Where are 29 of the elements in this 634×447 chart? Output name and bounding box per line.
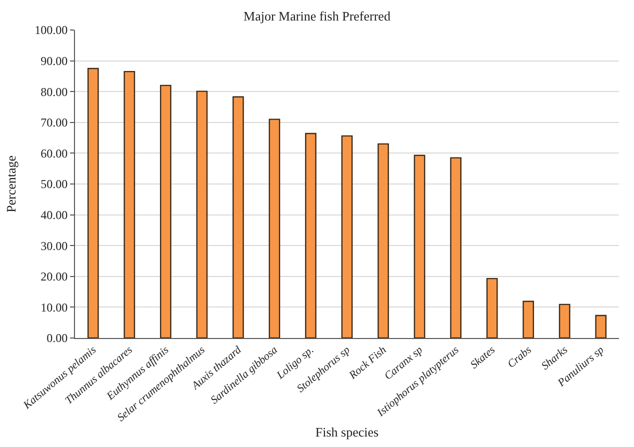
- y-tick-label: 60.00: [40, 146, 68, 160]
- bar: [558, 304, 570, 338]
- bar: [595, 314, 607, 338]
- y-tick-label: 70.00: [40, 116, 68, 130]
- y-tick-label: 30.00: [40, 238, 68, 253]
- y-tick-label: 50.00: [40, 177, 68, 192]
- bar: [87, 68, 99, 338]
- y-tick-label: 100.00: [34, 23, 68, 38]
- bar: [196, 90, 208, 338]
- bar: [378, 143, 389, 338]
- y-tick-label: 80.00: [40, 84, 68, 99]
- y-tick-label: 40.00: [40, 208, 68, 222]
- y-tick-label: 20.00: [40, 270, 68, 284]
- bar: [450, 157, 462, 338]
- bar: [341, 135, 353, 338]
- bar: [124, 70, 136, 338]
- y-axis-title: Percentage: [4, 155, 19, 213]
- bar: [522, 300, 534, 338]
- bar: [305, 132, 316, 338]
- chart-title: Major Marine fish Preferred: [244, 8, 391, 24]
- x-axis-title: Fish species: [315, 424, 379, 440]
- bar: [414, 154, 426, 338]
- bar: [160, 84, 172, 338]
- y-tick-label: 10.00: [40, 300, 68, 314]
- bar: [486, 278, 498, 338]
- bar: [268, 118, 280, 338]
- y-tick-label: 0.00: [46, 331, 68, 346]
- bar: [232, 96, 244, 338]
- y-tick-label: 90.00: [40, 54, 68, 68]
